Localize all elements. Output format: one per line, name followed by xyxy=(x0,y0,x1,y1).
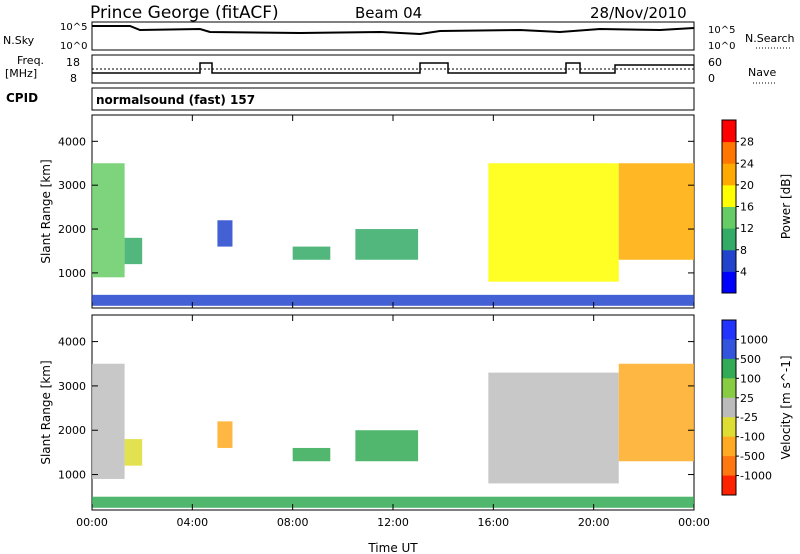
colorbar-label: Power [dB] xyxy=(779,174,793,239)
colorbar-tick-label: -25 xyxy=(740,411,758,424)
data-patch xyxy=(92,496,694,508)
data-patch xyxy=(217,220,233,247)
data-patch xyxy=(618,363,694,462)
colorbar-tick-label: 500 xyxy=(740,353,761,366)
colorbar-cell xyxy=(722,358,736,379)
colorbar-tick-label: 12 xyxy=(740,222,754,235)
nsky-trace xyxy=(92,25,695,36)
data-patch xyxy=(92,294,694,306)
y-axis-label: Slant Range [km] xyxy=(39,360,53,464)
nsearch-high-tick: 10^5 xyxy=(708,25,735,36)
data-patch xyxy=(488,372,619,484)
power-panel: 1000 2000 3000 4000 Slant Range [km] xyxy=(39,114,695,309)
nave-low-tick: 0 xyxy=(708,72,715,85)
cpid-program: normalsound (fast) 157 xyxy=(96,93,255,107)
data-patch xyxy=(355,229,419,260)
colorbar-cell xyxy=(722,184,736,207)
x-tick-label: 12:00 xyxy=(377,516,409,529)
colorbar-tick-label: -1000 xyxy=(740,470,772,483)
colorbar-cell xyxy=(722,206,736,229)
colorbar-frame xyxy=(721,119,737,294)
colorbar-tick-label: -100 xyxy=(740,431,765,444)
data-patch xyxy=(92,363,125,479)
colorbar-tick-label: -500 xyxy=(740,450,765,463)
colorbar-cell xyxy=(722,249,736,272)
freq-label-line2: [MHz] xyxy=(5,67,37,80)
nsearch-label: N.Search xyxy=(745,32,795,45)
x-tick-label: 20:00 xyxy=(578,516,610,529)
colorbar-cell xyxy=(722,141,736,164)
nsky-low-tick: 10^0 xyxy=(60,41,87,52)
data-patch xyxy=(124,439,143,466)
y-tick-label: 3000 xyxy=(58,179,86,192)
chart-title: Prince George (fitACF) xyxy=(90,3,279,23)
frequency-trace xyxy=(92,62,694,74)
data-patch xyxy=(292,447,331,462)
cpid-strip-frame xyxy=(91,87,695,111)
nave-label: Nave xyxy=(748,66,776,79)
y-tick-label: 1000 xyxy=(58,267,86,280)
x-tick-label: 16:00 xyxy=(477,516,509,529)
freq-low-tick: 8 xyxy=(70,72,77,85)
data-patch xyxy=(292,246,331,260)
colorbar-tick-label: 100 xyxy=(740,372,761,385)
data-patch xyxy=(92,163,125,278)
y-tick-label: 2000 xyxy=(58,424,86,437)
nsky-strip-frame xyxy=(91,21,695,51)
nsky-high-tick: 10^5 xyxy=(60,22,87,33)
nsearch-low-tick: 10^0 xyxy=(708,41,735,52)
nsky-label: N.Sky xyxy=(3,34,35,47)
data-patch xyxy=(355,430,419,462)
nave-high-tick: 60 xyxy=(708,56,722,69)
beam-label: Beam 04 xyxy=(355,4,422,22)
colorbar-cell xyxy=(722,320,736,340)
colorbar-cell xyxy=(722,163,736,186)
data-patch xyxy=(124,237,143,265)
colorbar-cell xyxy=(722,228,736,251)
freq-high-tick: 18 xyxy=(66,56,80,69)
colorbar-tick-label: 20 xyxy=(740,179,754,192)
y-tick-label: 4000 xyxy=(58,135,86,148)
colorbar-cell xyxy=(722,378,736,399)
cpid-label: CPID xyxy=(6,91,38,105)
date-label: 28/Nov/2010 xyxy=(590,4,687,22)
colorbar-tick-label: 8 xyxy=(740,244,747,257)
colorbar-tick-label: 24 xyxy=(740,157,754,170)
x-tick-label: 08:00 xyxy=(277,516,309,529)
colorbar-tick-label: 1000 xyxy=(740,333,768,346)
y-tick-label: 4000 xyxy=(58,336,86,349)
x-tick-label: 00:00 xyxy=(678,516,710,529)
data-patch xyxy=(217,421,233,448)
velocity-colorbar: 1000 500 100 25 -25 -100 -500 -1000 Velocity [m … xyxy=(721,319,793,496)
colorbar-cell xyxy=(722,456,736,477)
colorbar-tick-label: 16 xyxy=(740,201,754,214)
colorbar-frame xyxy=(721,319,737,496)
x-tick-label: 04:00 xyxy=(176,516,208,529)
data-patch xyxy=(618,163,694,260)
colorbar-tick-label: 28 xyxy=(740,136,754,149)
colorbar-cell xyxy=(722,436,736,457)
x-axis-label: Time UT xyxy=(367,541,418,554)
colorbar-cell xyxy=(722,120,736,143)
power-colorbar: 4 8 12 16 20 24 28 Power [dB] xyxy=(721,119,793,294)
colorbar-tick-label: 25 xyxy=(740,392,754,405)
colorbar-cell xyxy=(722,271,736,294)
colorbar-cell xyxy=(722,339,736,360)
colorbar-cell xyxy=(722,397,736,418)
velocity-panel: 1000 2000 3000 4000 00:00 04:00 08:00 12:00 16:0… xyxy=(39,314,710,529)
data-patch xyxy=(488,163,619,282)
y-tick-label: 2000 xyxy=(58,223,86,236)
y-axis-label: Slant Range [km] xyxy=(39,159,53,263)
colorbar-cell xyxy=(722,417,736,438)
y-tick-label: 3000 xyxy=(58,380,86,393)
freq-label-line1: Freq. xyxy=(17,54,44,67)
colorbar-cell xyxy=(722,475,736,496)
colorbar-tick-label: 4 xyxy=(740,265,747,278)
x-tick-label: 00:00 xyxy=(76,516,108,529)
colorbar-label: Velocity [m s^-1] xyxy=(779,355,793,459)
y-tick-label: 1000 xyxy=(58,469,86,482)
